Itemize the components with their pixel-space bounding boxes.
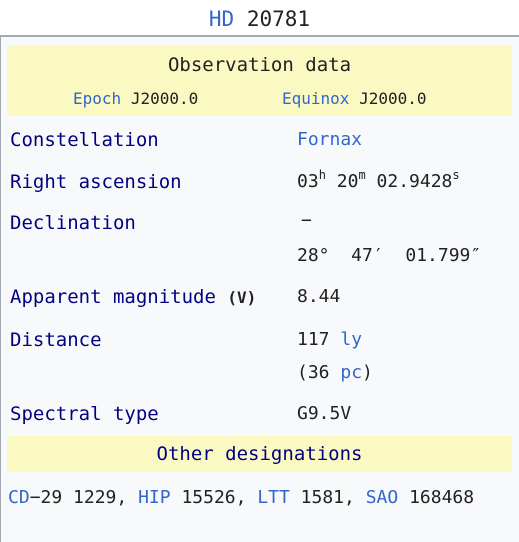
apparent-magnitude-label: Apparent magnitude (V) [10,285,256,310]
equinox-value: J2000.0 [359,89,427,108]
cd-catalog-link[interactable]: CD [8,487,30,508]
right-ascension-label[interactable]: Right ascension [10,171,182,193]
light-year-link[interactable]: ly [340,329,363,350]
distance-value: 117 ly [297,328,362,352]
designations-list: CD−29 1229, HIP 15526, LTT 1581, SAO 168… [8,487,475,508]
page-title: HD 20781 [0,4,519,34]
constellation-label[interactable]: Constellation [10,129,159,151]
hip-catalog-link[interactable]: HIP [138,487,171,508]
sao-catalog-link[interactable]: SAO [365,487,399,508]
epoch-row: Epoch J2000.0 [73,89,198,109]
epoch-link[interactable]: Epoch [73,89,122,108]
apparent-magnitude-link[interactable]: Apparent magnitude [10,286,216,308]
declination-sign: − [301,210,312,231]
ra-seconds-unit: s [452,168,460,182]
declination-label[interactable]: Declination [10,212,136,234]
spectral-type-label[interactable]: Spectral type [10,403,159,425]
ra-hours-unit: h [318,168,326,182]
distance-ly-value: 117 [297,329,330,350]
ltt-catalog-link[interactable]: LTT [257,487,290,508]
ltt-id: 1581 [300,487,345,508]
ra-minutes-unit: m [358,168,366,182]
equinox-row: Equinox J2000.0 [282,89,427,109]
distance-parsec: (36 pc) [297,361,373,385]
distance-pc-close: ) [362,362,373,383]
observation-data-header: Observation data Epoch J2000.0 Equinox J… [7,46,512,116]
ra-hours: 03 [297,171,319,192]
cd-id: −29 1229 [29,487,117,508]
equinox-link[interactable]: Equinox [282,89,350,108]
title-divider [0,35,519,37]
distance-label[interactable]: Distance [10,329,102,351]
hip-id: 15526 [181,487,236,508]
other-designations-title: Other designations [156,443,363,465]
right-ascension-value: 03h 20m 02.9428s [297,168,460,194]
other-designations-header: Other designations [7,436,512,472]
spectral-type-value: G9.5V [297,403,352,424]
ra-minutes: 20 [336,171,359,192]
parsec-link[interactable]: pc [340,362,363,383]
observation-data-title: Observation data [167,54,352,76]
magnitude-band[interactable]: (V) [227,288,257,307]
distance-pc-value: (36 [297,362,330,383]
hd-catalog-link[interactable]: HD [208,7,235,31]
constellation-value[interactable]: Fornax [297,129,363,150]
epoch-value: J2000.0 [130,89,199,108]
declination-value: 28° 47′ 01.799″ [297,245,482,266]
apparent-magnitude-value: 8.44 [297,286,341,307]
hd-number: 20781 [246,7,311,31]
sao-id: 168468 [409,487,475,508]
ra-seconds: 02.9428 [376,171,453,192]
